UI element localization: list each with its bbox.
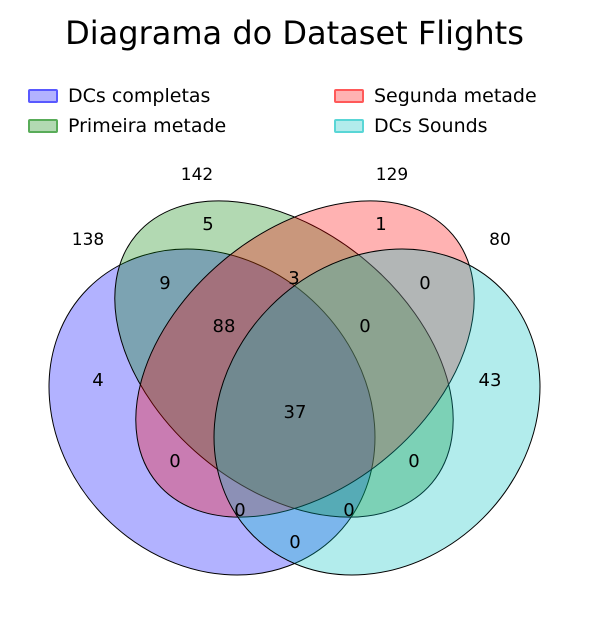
- region-value: 0: [359, 316, 370, 337]
- legend-swatch-segunda-metade: [334, 89, 364, 103]
- set-total-dcs-completas: 138: [72, 230, 104, 250]
- legend-label-segunda-metade: Segunda metade: [374, 85, 537, 107]
- region-value: 37: [284, 402, 307, 423]
- set-total-primeira-metade: 142: [181, 165, 213, 185]
- set-total-dcs-sounds: 80: [489, 230, 511, 250]
- legend-label-primeira-metade: Primeira metade: [68, 115, 227, 137]
- region-value: 0: [169, 451, 180, 472]
- legend-item-dcs-completas: DCs completas: [28, 85, 210, 107]
- region-value: 0: [408, 451, 419, 472]
- region-value: 88: [213, 316, 236, 337]
- chart-title: Diagrama do Dataset Flights: [65, 14, 524, 52]
- legend-item-segunda-metade: Segunda metade: [334, 85, 537, 107]
- region-value: 0: [289, 532, 300, 553]
- region-value: 1: [375, 214, 386, 235]
- region-value: 0: [234, 500, 245, 521]
- region-value: 5: [202, 214, 213, 235]
- legend-label-dcs-completas: DCs completas: [68, 85, 211, 107]
- legend-swatch-primeira-metade: [28, 119, 58, 133]
- region-value: 4: [92, 370, 103, 391]
- set-ellipse-dcs-sounds: [213, 248, 541, 576]
- set-ellipse-primeira-metade: [114, 200, 454, 518]
- legend-swatch-dcs-completas: [28, 89, 58, 103]
- set-total-segunda-metade: 129: [376, 165, 408, 185]
- region-value: 9: [159, 273, 170, 294]
- region-value: 0: [419, 273, 430, 294]
- set-ellipse-segunda-metade: [135, 200, 475, 518]
- set-ellipse-dcs-completas: [48, 248, 376, 576]
- region-value: 43: [479, 370, 502, 391]
- legend-item-primeira-metade: Primeira metade: [28, 115, 226, 137]
- region-value: 3: [288, 268, 299, 289]
- region-value: 0: [343, 500, 354, 521]
- legend-swatch-dcs-sounds: [334, 119, 364, 133]
- legend-item-dcs-sounds: DCs Sounds: [334, 115, 488, 137]
- legend-label-dcs-sounds: DCs Sounds: [374, 115, 488, 137]
